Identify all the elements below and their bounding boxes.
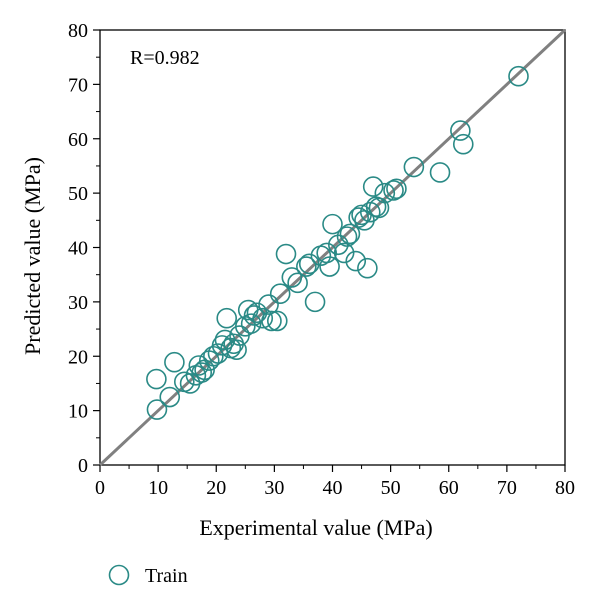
fit-line-layer: [98, 28, 567, 467]
y-tick-label: 40: [68, 238, 88, 260]
legend-label: Train: [145, 565, 188, 587]
x-tick-label: 10: [148, 477, 168, 499]
y-tick-label: 20: [68, 346, 88, 368]
y-tick-label: 10: [68, 401, 88, 423]
x-tick-label: 30: [264, 477, 284, 499]
data-point: [386, 178, 407, 200]
legend: Train: [108, 564, 188, 587]
data-point: [226, 339, 247, 361]
data-point: [211, 335, 233, 356]
data-point: [146, 399, 168, 420]
data-point: [258, 294, 279, 315]
data-point: [159, 386, 181, 408]
data-point: [269, 283, 291, 305]
data-point: [333, 242, 355, 264]
x-tick-label: 80: [555, 477, 575, 499]
data-point: [252, 307, 274, 329]
x-tick-label: 50: [381, 477, 401, 499]
data-point: [403, 156, 425, 178]
x-tick-label: 40: [323, 477, 343, 499]
correlation-annotation: R=0.982: [130, 47, 200, 69]
y-tick-label: 50: [68, 183, 88, 205]
data-point: [287, 272, 308, 294]
data-point: [450, 120, 471, 141]
data-point: [345, 250, 367, 272]
x-tick-label: 70: [497, 477, 517, 499]
data-point: [281, 267, 303, 288]
x-tick-label: 60: [439, 477, 459, 499]
data-point: [508, 65, 529, 87]
y-axis-label: Predicted value (MPa): [20, 157, 45, 355]
data-point: [339, 223, 361, 245]
data-point: [362, 176, 384, 197]
data-point: [368, 197, 390, 219]
fit-line: [98, 28, 567, 467]
data-point: [191, 362, 213, 383]
data-point: [216, 307, 238, 329]
data-point: [266, 310, 288, 332]
data-point: [146, 368, 167, 390]
data-point: [452, 133, 474, 155]
data-point: [357, 257, 378, 279]
data-points: [146, 65, 529, 420]
y-tick-label: 30: [68, 292, 88, 314]
x-tick-label: 0: [95, 477, 105, 499]
y-tick-label: 0: [78, 455, 88, 477]
y-tick-label: 60: [68, 129, 88, 151]
data-point: [319, 256, 340, 277]
data-point: [429, 162, 451, 183]
data-point: [336, 226, 358, 247]
data-point: [316, 242, 337, 264]
x-tick-label: 20: [206, 477, 226, 499]
data-point: [261, 310, 282, 332]
x-axis-label: Experimental value (MPa): [199, 515, 432, 540]
data-point: [374, 182, 396, 204]
data-point: [322, 213, 343, 235]
data-point: [275, 243, 297, 265]
data-point: [164, 351, 185, 373]
data-point: [240, 313, 262, 334]
legend-marker: [108, 564, 130, 586]
data-point: [296, 256, 317, 277]
axis-ticks: 0 10 20 30 40 50 60 70 80 0 10 20 30 40 50 60 70 80: [68, 20, 575, 499]
data-point: [304, 291, 326, 313]
data-point: [298, 253, 320, 275]
y-tick-label: 80: [68, 20, 88, 42]
y-tick-label: 70: [68, 74, 88, 96]
data-point: [383, 180, 404, 201]
